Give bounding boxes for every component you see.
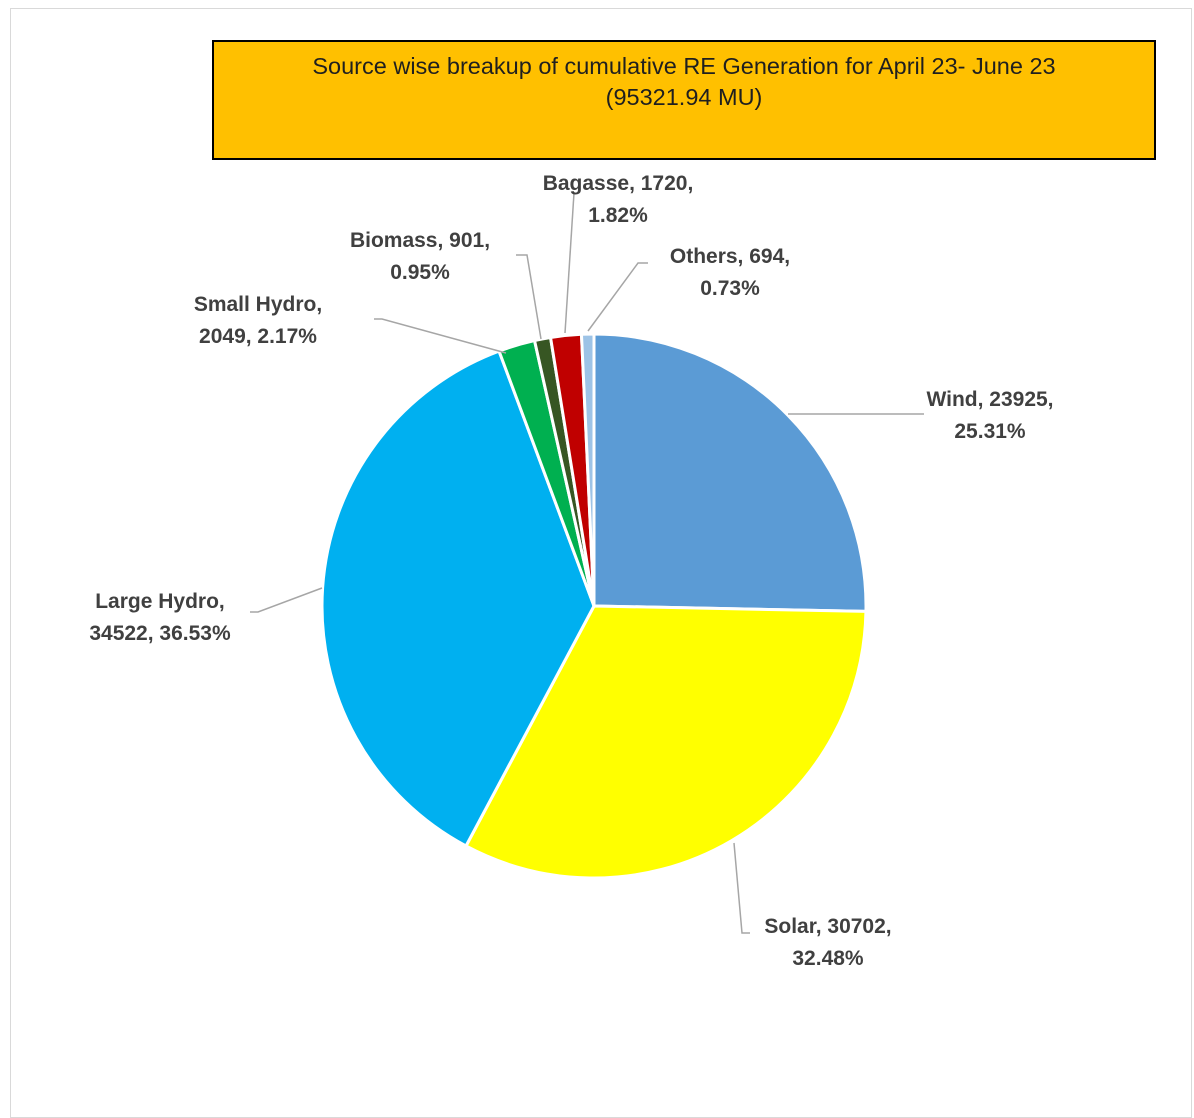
data-label-wind: Wind, 23925, 25.31% xyxy=(926,388,1053,443)
leader-line-solar xyxy=(733,842,750,934)
data-label-bagasse: Bagasse, 1720, 1.82% xyxy=(543,172,694,227)
leader-line-bagasse xyxy=(564,192,575,334)
pie-slice-solar xyxy=(464,604,868,880)
pie-slice-large-hydro xyxy=(320,349,596,848)
leader-line-biomass xyxy=(516,254,542,340)
pie-slice-others xyxy=(579,332,596,608)
data-label-large-hydro: Large Hydro, 34522, 36.53% xyxy=(89,590,231,645)
leader-line-large-hydro xyxy=(250,587,323,613)
leader-lines xyxy=(250,192,924,934)
chart-subtitle: (95321.94 MU) xyxy=(605,84,763,110)
data-labels: Wind, 23925, 25.31% Solar, 30702, 32.48% Lar… xyxy=(89,172,1053,970)
pie-slices xyxy=(320,332,868,880)
data-label-biomass: Biomass, 901, 0.95% xyxy=(350,229,490,284)
chart-title-box: Source wise breakup of cumulative RE Gen… xyxy=(212,40,1156,160)
chart-title: Source wise breakup of cumulative RE Gen… xyxy=(312,53,1056,79)
data-label-small-hydro: Small Hydro, 2049, 2.17% xyxy=(194,293,322,348)
pie-slice-wind xyxy=(592,332,868,613)
data-label-others: Others, 694, 0.73% xyxy=(670,245,790,300)
leader-line-small-hydro xyxy=(374,318,507,354)
data-label-solar: Solar, 30702, 32.48% xyxy=(764,915,891,970)
leader-line-others xyxy=(587,262,648,332)
